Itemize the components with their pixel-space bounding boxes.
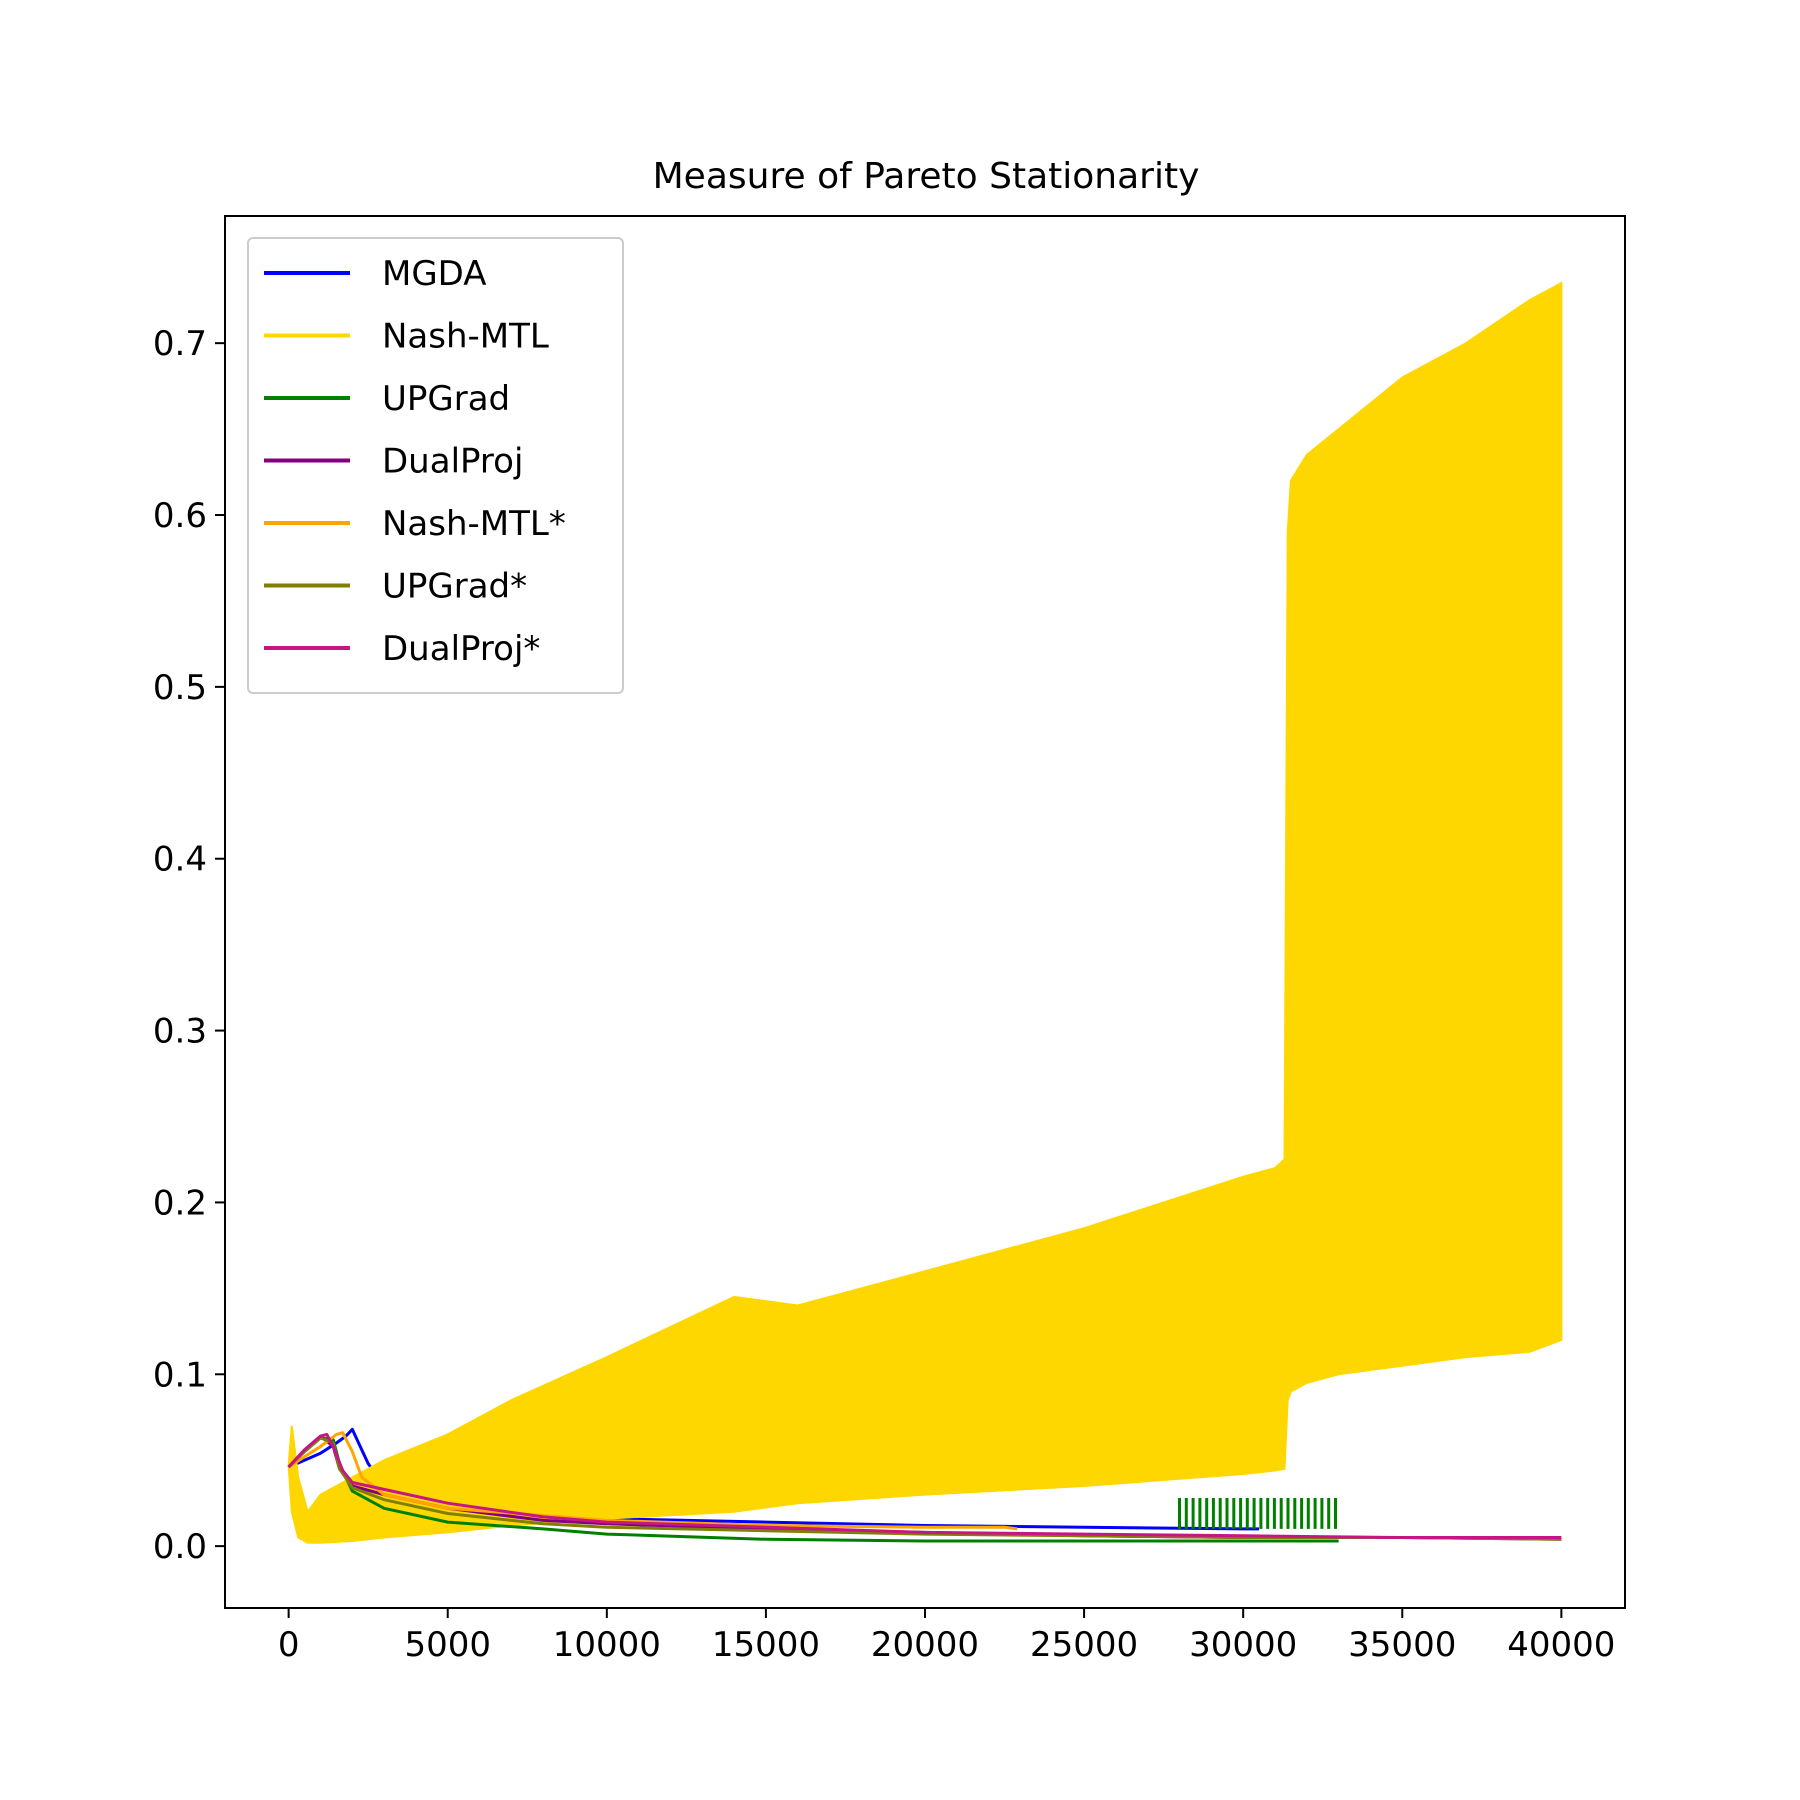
series-nash-mtl-band — [287, 281, 1563, 1544]
series-upgrad-star-line — [287, 1436, 1562, 1541]
y-tick-label: 0.2 — [153, 1183, 207, 1223]
x-tick-label: 0 — [278, 1625, 300, 1665]
x-tick-label: 25000 — [1030, 1625, 1138, 1665]
x-tick-label: 5000 — [404, 1625, 491, 1665]
y-tick-label: 0.0 — [153, 1527, 207, 1567]
x-tick-label: 15000 — [712, 1625, 820, 1665]
series-dualproj-star-line — [287, 1432, 1562, 1539]
legend: MGDA Nash-MTL UPGrad DualProj Nash-MTL* UPGra… — [247, 237, 624, 694]
x-tick-label: 10000 — [553, 1625, 661, 1665]
legend-item-nash-mtl-star: Nash-MTL* — [264, 504, 566, 544]
x-tick-label: 20000 — [871, 1625, 979, 1665]
legend-item-mgda: MGDA — [264, 254, 487, 294]
legend-label: Nash-MTL* — [382, 504, 566, 544]
axes: 0 5000 10000 15000 20000 25000 30000 35000 40000… — [153, 324, 1616, 1665]
legend-label: Nash-MTL — [382, 317, 549, 357]
y-tick-label: 0.1 — [153, 1355, 207, 1395]
legend-item-dualproj: DualProj — [264, 442, 523, 482]
legend-label: UPGrad — [382, 379, 510, 419]
x-tick-label: 30000 — [1189, 1625, 1297, 1665]
legend-item-upgrad-star: UPGrad* — [264, 567, 527, 607]
series-upgrad-spikes — [1178, 1498, 1337, 1529]
legend-label: UPGrad* — [382, 567, 527, 607]
legend-item-dualproj-star: DualProj* — [264, 629, 540, 669]
y-tick-label: 0.5 — [153, 668, 207, 708]
legend-item-nash-mtl: Nash-MTL — [264, 317, 549, 357]
legend-label: DualProj* — [382, 629, 540, 669]
y-tick-label: 0.7 — [153, 324, 207, 364]
legend-label: DualProj — [382, 442, 523, 482]
y-tick-label: 0.3 — [153, 1012, 207, 1052]
y-tick-label: 0.4 — [153, 840, 207, 880]
legend-item-upgrad: UPGrad — [264, 379, 510, 419]
chart-title: Measure of Pareto Stationarity — [653, 156, 1200, 197]
legend-label: MGDA — [382, 254, 487, 294]
x-tick-label: 35000 — [1348, 1625, 1456, 1665]
legend-box — [247, 237, 624, 694]
x-tick-label: 40000 — [1507, 1625, 1615, 1665]
plot-area — [287, 281, 1563, 1544]
y-tick-label: 0.6 — [153, 496, 207, 536]
